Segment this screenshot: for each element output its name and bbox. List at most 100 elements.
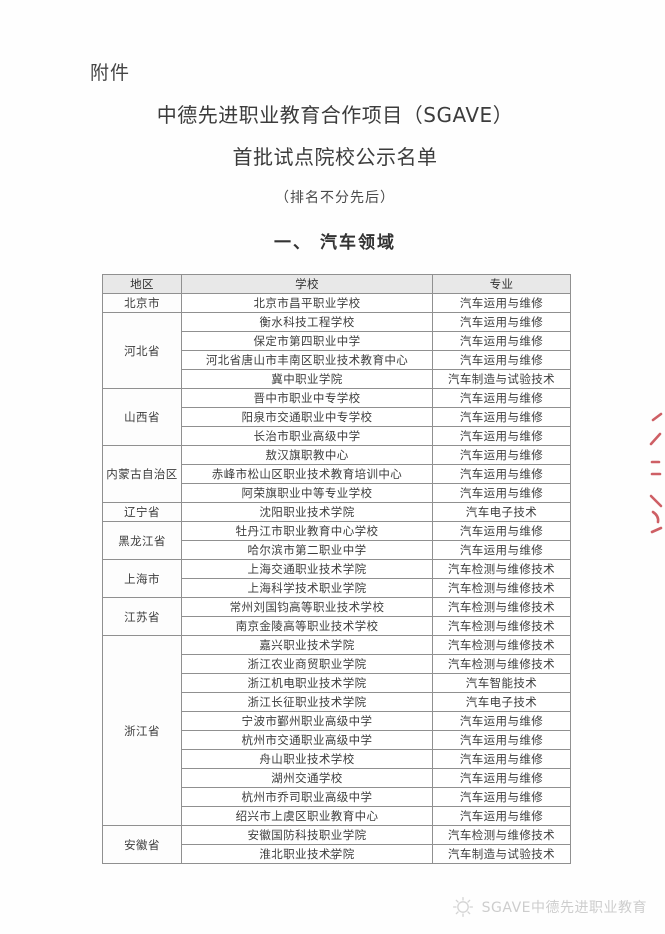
cell-major: 汽车运用与维修 (432, 350, 571, 370)
cell-school: 常州刘国钧高等职业技术学校 (181, 597, 433, 617)
cell-school: 淮北职业技术学院 (181, 844, 433, 864)
cell-school: 浙江农业商贸职业学院 (181, 654, 433, 674)
cell-school: 嘉兴职业技术学院 (181, 635, 433, 655)
cell-school: 衡水科技工程学校 (181, 312, 433, 332)
page-number: 3 (329, 851, 336, 862)
cell-major: 汽车检测与维修技术 (432, 578, 571, 598)
table-row: 哈尔滨市第二职业中学 汽车运用与维修 (103, 540, 571, 560)
cell-school: 河北省唐山市丰南区职业技术教育中心 (181, 350, 433, 370)
cell-school: 北京市昌平职业学校 (181, 293, 433, 313)
table-row: 浙江长征职业技术学院 汽车电子技术 (103, 692, 571, 712)
cell-major: 汽车运用与维修 (432, 711, 571, 731)
section-heading-automotive: 一、 汽车领域 (274, 233, 396, 253)
table-row: 保定市第四职业中学 汽车运用与维修 (103, 331, 571, 351)
cell-major: 汽车电子技术 (432, 502, 571, 522)
cell-major: 汽车运用与维修 (432, 293, 571, 313)
table-row: 山西省 晋中市职业中专学校 汽车运用与维修 (102, 388, 571, 446)
cell-school: 赤峰市松山区职业技术教育培训中心 (181, 464, 433, 484)
cell-region: 上海市 (102, 559, 182, 598)
table-row: 赤峰市松山区职业技术教育培训中心 汽车运用与维修 (103, 464, 571, 484)
cell-region: 浙江省 (102, 635, 182, 826)
cell-major: 汽车智能技术 (432, 673, 571, 693)
table-row: 长治市职业高级中学 汽车运用与维修 (103, 426, 571, 446)
cell-major: 汽车运用与维修 (432, 540, 571, 560)
column-header-school: 学校 (181, 274, 433, 294)
table-row: 黑龙江省 牡丹江市职业教育中心学校 汽车运用与维修 (102, 521, 571, 560)
cell-school: 晋中市职业中专学校 (181, 388, 433, 408)
attachment-label: 附件 (90, 62, 131, 84)
cell-school: 浙江长征职业技术学院 (181, 692, 433, 712)
sgave-watermark: SGAVE中德先进职业教育 (452, 896, 647, 918)
cell-region: 辽宁省 (102, 502, 182, 522)
cell-region: 山西省 (102, 388, 182, 446)
cell-major: 汽车运用与维修 (432, 521, 571, 541)
cell-major: 汽车检测与维修技术 (432, 559, 571, 579)
school-listing-table: 地区 学校 专业 北京市 北京市昌平职业学校 汽车运用与维修 河北省 衡水科技工程学校汽… (102, 274, 571, 864)
cell-major: 汽车检测与维修技术 (432, 654, 571, 674)
table-row: 上海科学技术职业学院 汽车检测与维修技术 (103, 578, 571, 598)
cell-major: 汽车运用与维修 (432, 426, 571, 446)
cell-major: 汽车运用与维修 (432, 483, 571, 503)
column-header-region: 地区 (102, 274, 182, 294)
cell-school: 沈阳职业技术学院 (181, 502, 433, 522)
cell-region: 黑龙江省 (102, 521, 182, 560)
table-row: 辽宁省 沈阳职业技术学院 汽车电子技术 (102, 502, 571, 522)
cell-major: 汽车检测与维修技术 (432, 597, 571, 617)
table-row: 舟山职业技术学校 汽车运用与维修 (103, 749, 571, 769)
table-row: 江苏省 常州刘国钧高等职业技术学校 汽车检测与维修技术 (102, 597, 571, 636)
cell-major: 汽车运用与维修 (432, 388, 571, 408)
document-title-line-1: 中德先进职业教育合作项目（SGAVE） (156, 103, 514, 127)
watermark-label: SGAVE中德先进职业教育 (481, 900, 647, 916)
column-header-major: 专业 (432, 274, 571, 294)
cell-school: 冀中职业学院 (181, 369, 433, 389)
table-row: 内蒙古自治区 敖汉旗职教中心汽车运用与维修 (102, 445, 571, 503)
cell-school: 阿荣旗职业中等专业学校 (181, 483, 433, 503)
cell-school: 阳泉市交通职业中专学校 (181, 407, 433, 427)
table-row: 冀中职业学院 汽车制造与试验技术 (103, 369, 571, 389)
cell-school: 长治市职业高级中学 (181, 426, 433, 446)
cell-major: 汽车制造与试验技术 (432, 369, 571, 389)
cell-major: 汽车运用与维修 (432, 806, 571, 826)
cell-school: 舟山职业技术学校 (181, 749, 433, 769)
cell-major: 汽车运用与维修 (432, 768, 571, 788)
cell-school: 哈尔滨市第二职业中学 (181, 540, 433, 560)
table-row: 河北省 衡水科技工程学校 汽车运用与维修 (102, 312, 571, 389)
document-title-line-2: 首批试点院校公示名单 (232, 145, 438, 169)
table-row: 北京市 北京市昌平职业学校 汽车运用与维修 (102, 293, 571, 313)
table-row: 绍兴市上虞区职业教育中心 汽车运用与维修 (103, 806, 571, 826)
cell-region: 内蒙古自治区 (102, 445, 182, 503)
document-subtitle: （排名不分先后） (275, 190, 395, 206)
cell-major: 汽车制造与试验技术 (432, 844, 571, 864)
cell-school: 敖汉旗职教中心 (181, 445, 433, 465)
cell-school: 杭州市交通职业高级中学 (181, 730, 433, 750)
table-header-row: 地区 学校 专业 (102, 274, 571, 294)
cell-school: 南京金陵高等职业技术学校 (181, 616, 433, 636)
table-row: 阿荣旗职业中等专业学校 汽车运用与维修 (103, 483, 571, 503)
cell-major: 汽车检测与维修技术 (432, 635, 571, 655)
cell-region: 安徽省 (102, 825, 182, 864)
table-body: 北京市 北京市昌平职业学校 汽车运用与维修 河北省 衡水科技工程学校 汽车运用与维修 保定市… (102, 293, 571, 864)
cell-major: 汽车运用与维修 (432, 331, 571, 351)
cell-school: 牡丹江市职业教育中心学校 (181, 521, 433, 541)
cell-major: 汽车检测与维修技术 (432, 825, 571, 845)
cell-major: 汽车运用与维修 (432, 407, 571, 427)
cell-major: 汽车运用与维修 (432, 312, 571, 332)
cell-school: 浙江机电职业技术学院 (181, 673, 433, 693)
table-row: 杭州市乔司职业高级中学 汽车运用与维修 (103, 787, 571, 807)
cell-school: 宁波市鄞州职业高级中学 (181, 711, 433, 731)
table-row: 浙江机电职业技术学院 汽车智能技术 (103, 673, 571, 693)
sgave-logo-icon (452, 896, 474, 918)
cell-school: 湖州交通学校 (181, 768, 433, 788)
cell-region: 河北省 (102, 312, 182, 389)
table-row: 河北省唐山市丰南区职业技术教育中心 汽车运用与维修 (103, 350, 571, 370)
cell-major: 汽车电子技术 (432, 692, 571, 712)
cell-school: 安徽国防科技职业学院 (181, 825, 433, 845)
table-row: 浙江省 嘉兴职业技术学院 汽车检测与维修技术 (102, 635, 571, 826)
document-title-block: 中德先进职业教育合作项目（SGAVE） 首批试点院校公示名单 （排名不分先后） (100, 100, 570, 208)
cell-major: 汽车运用与维修 (432, 749, 571, 769)
school-listing-table-wrapper: 地区 学校 专业 北京市 北京市昌平职业学校 汽车运用与维修 河北省 衡水科技工程学校汽… (102, 274, 571, 864)
cell-major: 汽车运用与维修 (432, 787, 571, 807)
cell-school: 保定市第四职业中学 (181, 331, 433, 351)
cell-region: 北京市 (102, 293, 182, 313)
